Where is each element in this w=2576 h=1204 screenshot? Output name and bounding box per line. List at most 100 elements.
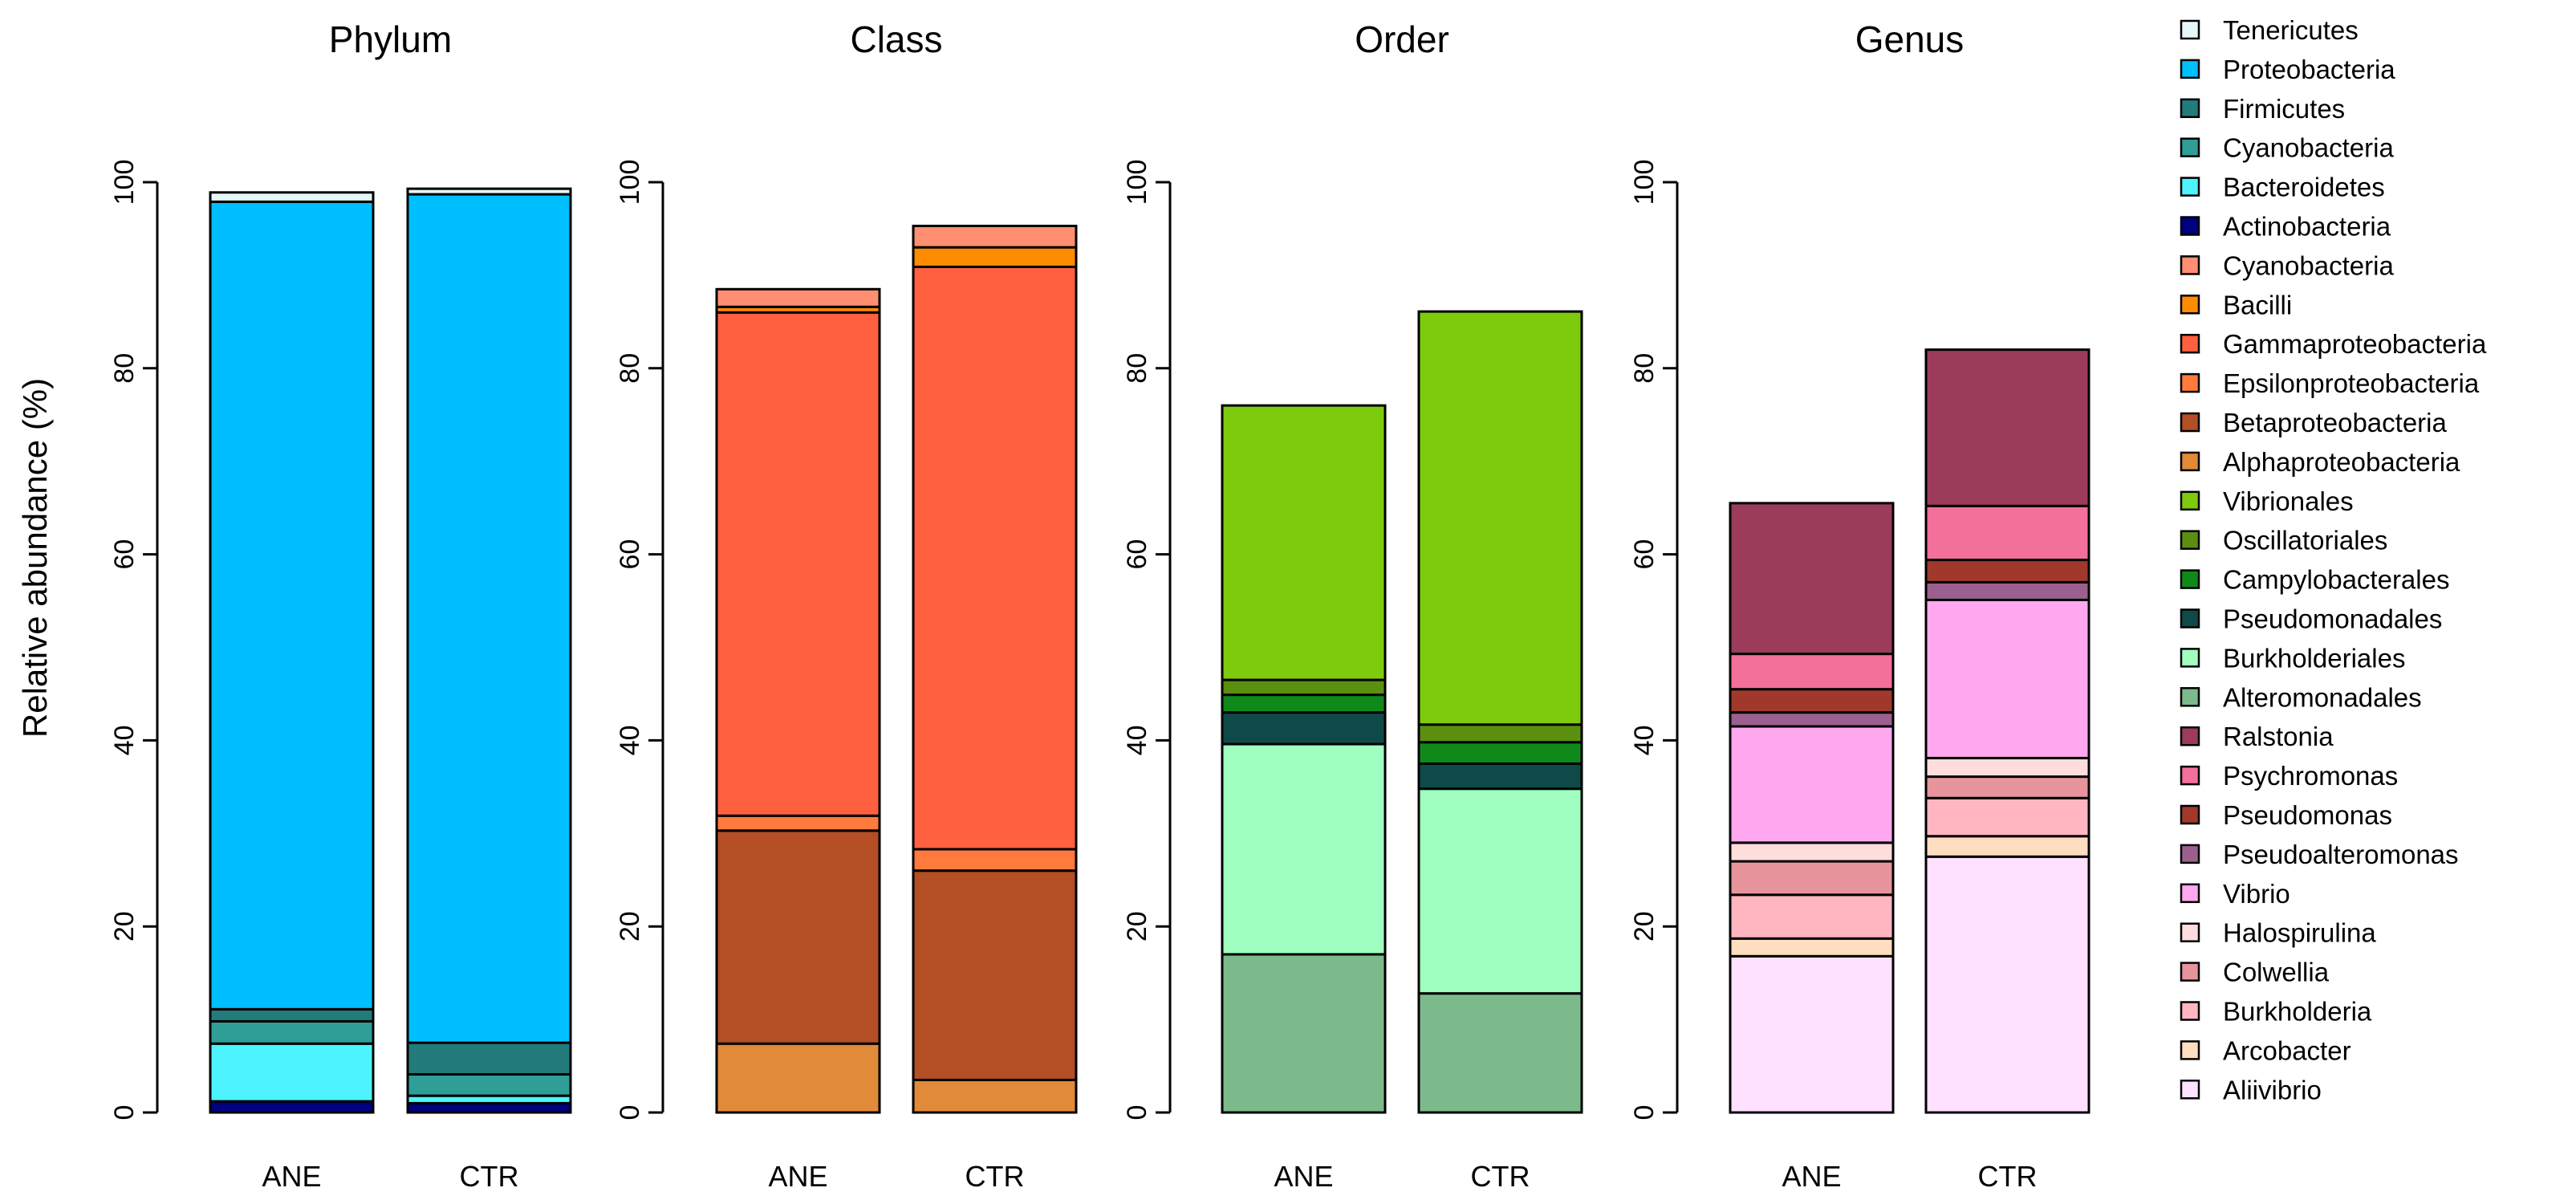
legend-label: Tenericutes xyxy=(2223,15,2359,45)
category-label-ctr: CTR xyxy=(965,1160,1025,1193)
legend-item-proteobacteria: Proteobacteria xyxy=(2180,55,2395,84)
bar-segment-alphaproteobacteria-ctr xyxy=(912,1078,1078,1114)
legend-label: Pseudomonas xyxy=(2223,800,2392,830)
bar-segment-proteobacteria-ctr xyxy=(406,193,572,1044)
legend-item-vibrio: Vibrio xyxy=(2180,879,2290,909)
bar-segment-betaproteobacteria-ctr xyxy=(912,869,1078,1081)
y-tick-label: 40 xyxy=(615,725,645,755)
bar-segment-bacteroidetes-ane xyxy=(209,1042,375,1103)
legend-swatch xyxy=(2180,372,2200,393)
category-label-ane: ANE xyxy=(768,1160,827,1193)
legend-item-campylobacterales: Campylobacterales xyxy=(2180,565,2449,595)
legend-item-actinobacteria: Actinobacteria xyxy=(2180,212,2391,242)
bar-segment-burkholderia-ctr xyxy=(1924,796,2090,838)
y-tick-label: 80 xyxy=(1629,353,1660,384)
legend-swatch xyxy=(2180,412,2200,433)
bar-segment-pseudomonas-ctr xyxy=(1924,559,2090,584)
bar-segment-firmicutes-ctr xyxy=(406,1041,572,1076)
bar-segment-pseudomonadales-ane xyxy=(1221,711,1387,746)
legend-swatch xyxy=(2180,1040,2200,1060)
legend-item-pseudomonas: Pseudomonas xyxy=(2180,800,2392,830)
bar-segment-firmicutes-ane xyxy=(209,1007,375,1023)
legend-item-ralstonia: Ralstonia xyxy=(2180,722,2334,751)
legend-item-firmicutes: Firmicutes xyxy=(2180,94,2345,124)
y-tick-label: 0 xyxy=(615,1105,645,1121)
bar-segment-vibrionales-ane xyxy=(1221,404,1387,681)
y-tick-label: 100 xyxy=(1122,160,1152,205)
bar-segment-ralstonia-ane xyxy=(1729,502,1895,656)
legend-label: Vibrio xyxy=(2223,879,2290,909)
legend-item-bacteroidetes: Bacteroidetes xyxy=(2180,173,2385,202)
bar-segment-ralstonia-ctr xyxy=(1924,348,2090,507)
bar-segment-vibrionales-ctr xyxy=(1417,310,1583,726)
legend-item-alteromonadales: Alteromonadales xyxy=(2180,682,2422,712)
legend-item-cyanobacteria: Cyanobacteria xyxy=(2180,133,2394,163)
panels: Phylum 0 20 40 60 80 100 ANE CTR Class 0 20 40 60 80 10… xyxy=(109,18,2090,1193)
category-label-ane: ANE xyxy=(1782,1160,1841,1193)
legend-label: Halospirulina xyxy=(2223,918,2376,948)
legend-swatch xyxy=(2180,295,2200,315)
y-tick-label: 20 xyxy=(1629,911,1660,942)
bar-segment-cyanobacteria-ane xyxy=(715,287,881,308)
bar-segment-colwellia-ane xyxy=(1729,860,1895,897)
legend-swatch xyxy=(2180,804,2200,825)
panel-title: Phylum xyxy=(329,18,452,60)
legend-label: Pseudomonadales xyxy=(2223,604,2442,634)
legend-item-aliivibrio: Aliivibrio xyxy=(2180,1075,2322,1104)
legend-swatch xyxy=(2180,569,2200,589)
legend-swatch xyxy=(2180,333,2200,354)
legend-item-burkholderiales: Burkholderiales xyxy=(2180,643,2405,673)
legend-swatch xyxy=(2180,648,2200,668)
bar-segment-epsilonproteobacteria-ane xyxy=(715,814,881,832)
bar-segment-bacilli-ctr xyxy=(912,246,1078,268)
bar-segment-alteromonadales-ctr xyxy=(1417,992,1583,1114)
y-tick-label: 40 xyxy=(109,725,140,755)
bar-segment-psychromonas-ctr xyxy=(1924,504,2090,562)
legend-swatch xyxy=(2180,216,2200,236)
legend-swatch xyxy=(2180,177,2200,197)
legend-swatch xyxy=(2180,844,2200,864)
bar-segment-burkholderiales-ctr xyxy=(1417,787,1583,995)
y-tick-label: 100 xyxy=(615,160,645,205)
legend-swatch xyxy=(2180,59,2200,79)
legend-swatch xyxy=(2180,883,2200,904)
bar-segment-colwellia-ctr xyxy=(1924,775,2090,799)
legend-item-colwellia: Colwellia xyxy=(2180,958,2330,987)
legend-label: Epsilonproteobacteria xyxy=(2223,368,2480,398)
category-label-ctr: CTR xyxy=(460,1160,519,1193)
y-tick-label: 100 xyxy=(1629,160,1660,205)
legend-swatch xyxy=(2180,98,2200,119)
legend-swatch xyxy=(2180,922,2200,942)
legend-label: Bacilli xyxy=(2223,290,2292,319)
legend-swatch xyxy=(2180,451,2200,472)
legend-label: Arcobacter xyxy=(2223,1035,2351,1065)
legend-swatch xyxy=(2180,726,2200,746)
category-label-ctr: CTR xyxy=(1471,1160,1530,1193)
legend-item-tenericutes: Tenericutes xyxy=(2180,15,2359,45)
legend-label: Colwellia xyxy=(2223,958,2330,987)
bar-segment-pseudomonas-ane xyxy=(1729,688,1895,714)
y-tick-label: 60 xyxy=(1122,539,1152,570)
legend-label: Vibrionales xyxy=(2223,486,2354,516)
panel-phylum: Phylum 0 20 40 60 80 100 ANE CTR xyxy=(109,18,572,1193)
bar-segment-epsilonproteobacteria-ctr xyxy=(912,848,1078,872)
y-tick-label: 40 xyxy=(1629,725,1660,755)
y-tick-label: 60 xyxy=(1629,539,1660,570)
category-label-ane: ANE xyxy=(262,1160,321,1193)
legend-label: Gammaproteobacteria xyxy=(2223,329,2487,359)
y-tick-label: 20 xyxy=(615,911,645,942)
legend-swatch xyxy=(2180,530,2200,550)
bar-segment-pseudoalteromonas-ane xyxy=(1729,711,1895,728)
y-tick-label: 20 xyxy=(1122,911,1152,942)
legend-label: Firmicutes xyxy=(2223,94,2345,124)
legend-label: Alteromonadales xyxy=(2223,682,2422,712)
bar-segment-alteromonadales-ane xyxy=(1221,953,1387,1114)
bar-segment-arcobacter-ane xyxy=(1729,937,1895,958)
bar-segment-gammaproteobacteria-ane xyxy=(715,311,881,817)
legend-swatch xyxy=(2180,608,2200,628)
bar-segment-tenericutes-ane xyxy=(209,191,375,203)
panel-title: Class xyxy=(850,18,942,60)
bar-segment-campylobacterales-ane xyxy=(1221,694,1387,714)
bar-segment-oscillatoriales-ane xyxy=(1221,678,1387,697)
